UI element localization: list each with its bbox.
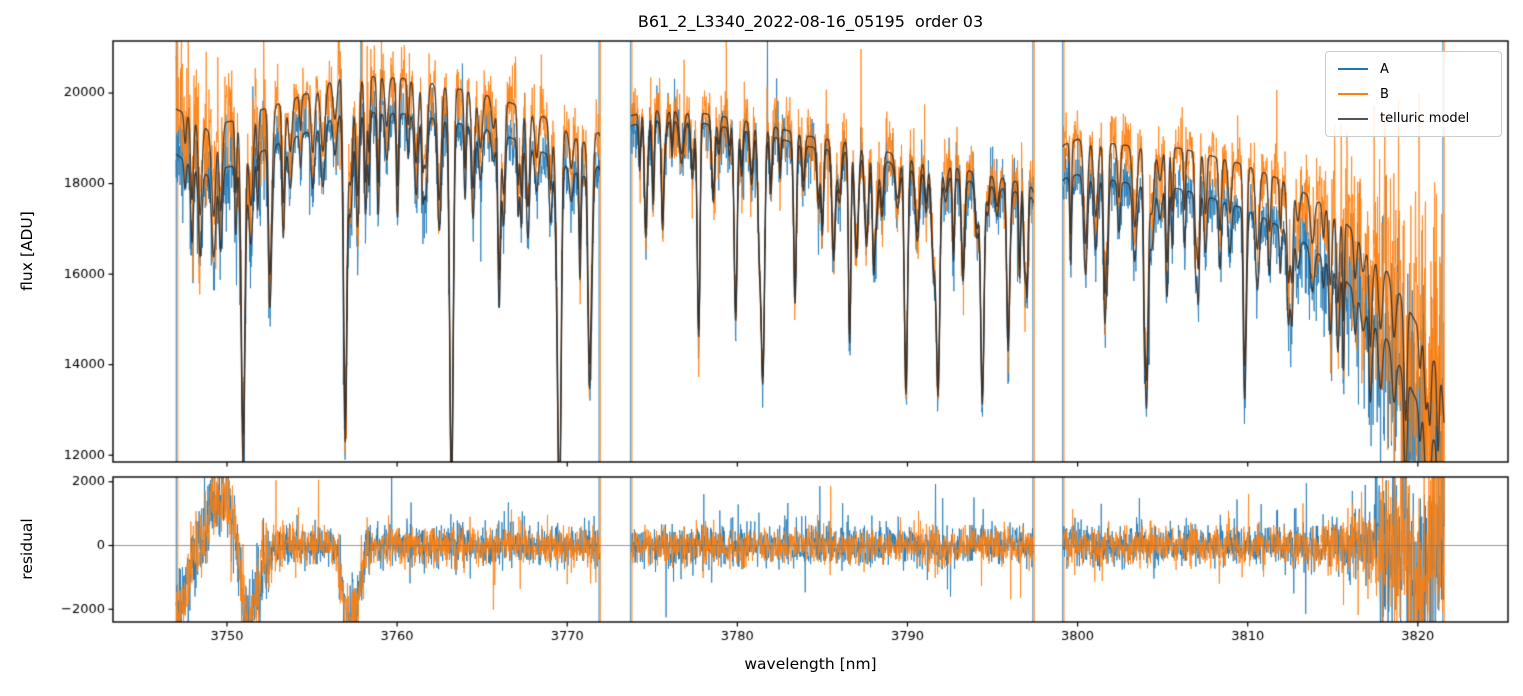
flux-axis-label: flux [ADU] <box>18 211 36 291</box>
series-b-line-swatch <box>1338 93 1368 95</box>
figure-title: B61_2_L3340_2022-08-16_05195 order 03 <box>637 12 984 31</box>
legend-item-a: A <box>1338 57 1491 82</box>
legend-label-a: A <box>1380 61 1389 77</box>
telluric-model-line-swatch <box>1338 117 1368 120</box>
wavelength-axis-label: wavelength [nm] <box>744 655 877 673</box>
series-a-line-swatch <box>1338 68 1368 71</box>
legend-label-telluric: telluric model <box>1380 111 1470 127</box>
legend-item-telluric: telluric model <box>1338 106 1491 131</box>
residual-axis-label: residual <box>18 518 36 580</box>
legend: A B telluric model <box>1325 51 1502 137</box>
legend-item-b: B <box>1338 82 1491 107</box>
legend-label-b: B <box>1380 86 1389 102</box>
